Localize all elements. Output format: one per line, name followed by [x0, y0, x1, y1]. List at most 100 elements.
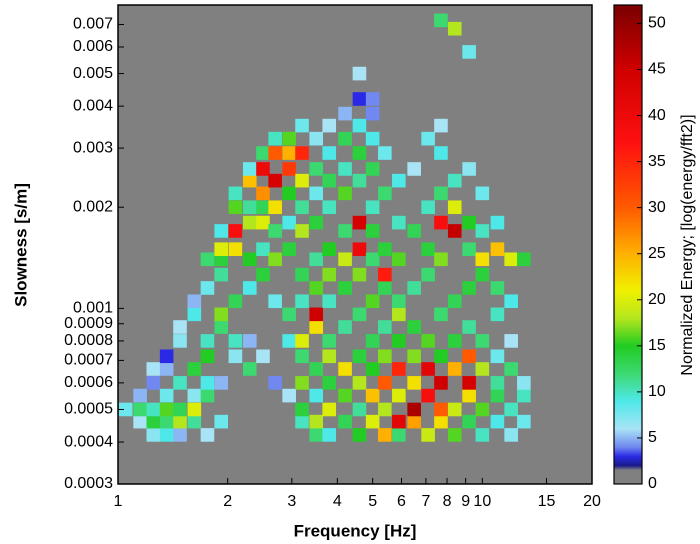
heatmap-cell — [159, 349, 174, 364]
heatmap-cell — [407, 414, 421, 429]
heatmap-cell — [309, 162, 324, 176]
heatmap-cell — [309, 388, 324, 403]
heatmap-cell — [352, 267, 367, 282]
heatmap-cell — [133, 402, 147, 417]
colorbar-tick-label: 0 — [648, 475, 657, 492]
heatmap-cell — [173, 402, 187, 417]
heatmap-cell — [504, 294, 518, 309]
heatmap-cell — [146, 362, 161, 376]
heatmap-cell — [504, 362, 518, 376]
heatmap-cell — [256, 162, 270, 176]
heatmap-cell — [228, 242, 243, 257]
heatmap-cell — [421, 242, 435, 257]
heatmap-cell — [338, 320, 352, 334]
heatmap-cell — [490, 281, 505, 295]
heatmap-cell — [200, 388, 215, 403]
heatmap-cell — [447, 224, 462, 238]
heatmap-cell — [133, 388, 147, 403]
heatmap-cell — [228, 334, 243, 348]
heatmap-cell — [309, 414, 324, 429]
heatmap-cell — [338, 162, 352, 176]
heatmap-cell — [322, 200, 337, 215]
heatmap-cell — [200, 428, 215, 442]
heatmap-cell — [462, 45, 476, 59]
heatmap-cell — [187, 414, 202, 429]
x-tick-label: 9 — [461, 493, 470, 510]
heatmap-cell — [309, 307, 324, 322]
heatmap-cell — [242, 173, 257, 188]
y-tick-label: 0.0008 — [64, 332, 113, 349]
heatmap-cell — [228, 294, 243, 309]
heatmap-cell — [392, 334, 406, 348]
heatmap-cell — [434, 252, 448, 267]
heatmap-cell — [378, 281, 392, 295]
heatmap-cell — [268, 294, 282, 309]
heatmap-cell — [378, 428, 392, 442]
colorbar-tick-label: 45 — [648, 61, 666, 78]
heatmap-cell — [295, 200, 309, 215]
heatmap-cell — [352, 307, 367, 322]
colorbar-tick-label: 20 — [648, 291, 666, 308]
heatmap-cell — [295, 118, 309, 133]
heatmap-cell — [146, 414, 161, 429]
heatmap-cell — [352, 118, 367, 133]
heatmap-cell — [434, 186, 448, 201]
heatmap-cell — [214, 242, 229, 257]
heatmap-cell — [365, 388, 380, 403]
heatmap-cell — [295, 294, 309, 309]
heatmap-cell — [462, 414, 476, 429]
heatmap-cell — [447, 402, 462, 417]
y-tick-label: 0.006 — [73, 38, 113, 55]
heatmap-cell — [200, 252, 215, 267]
heatmap-cell — [256, 267, 270, 282]
heatmap-cell — [214, 267, 229, 282]
heatmap-cell — [146, 402, 161, 417]
heatmap-cell — [309, 186, 324, 201]
heatmap-cell — [392, 173, 406, 188]
heatmap-cell — [268, 224, 282, 238]
heatmap-cell — [159, 402, 174, 417]
heatmap-cell — [517, 414, 531, 429]
heatmap-cell — [475, 267, 490, 282]
heatmap-cell — [462, 281, 476, 295]
heatmap-cell — [268, 146, 282, 160]
heatmap-cell — [447, 21, 462, 36]
heatmap-cell — [447, 428, 462, 442]
heatmap-cell — [392, 294, 406, 309]
heatmap-cell — [475, 186, 490, 201]
heatmap-cell — [309, 215, 324, 230]
heatmap-cell — [200, 334, 215, 348]
heatmap-cell — [421, 362, 435, 376]
heatmap-cell — [365, 131, 380, 146]
heatmap-cell — [392, 362, 406, 376]
heatmap-cell — [322, 428, 337, 442]
heatmap-cell — [407, 224, 421, 238]
heatmap-cell — [462, 162, 476, 176]
colorbar-tick-label: 10 — [648, 383, 666, 400]
heatmap-cell — [309, 131, 324, 146]
y-tick-label: 0.004 — [73, 97, 113, 114]
heatmap-cell — [504, 428, 518, 442]
heatmap-cell — [228, 200, 243, 215]
heatmap-cell — [295, 414, 309, 429]
heatmap-cell — [365, 362, 380, 376]
heatmap-cell — [256, 146, 270, 160]
heatmap-cell — [242, 334, 257, 348]
y-tick-label: 0.005 — [73, 65, 113, 82]
heatmap-cell — [173, 414, 187, 429]
heatmap-cell — [447, 200, 462, 215]
heatmap-cell — [295, 267, 309, 282]
heatmap-cell — [434, 13, 448, 28]
heatmap-cell — [187, 388, 202, 403]
heatmap-cell — [118, 402, 133, 417]
heatmap-cell — [352, 66, 367, 81]
heatmap-cell — [421, 334, 435, 348]
x-tick-label: 20 — [583, 493, 601, 510]
heatmap-cell — [338, 414, 352, 429]
heatmap-cell — [378, 402, 392, 417]
y-tick-label: 0.0007 — [64, 352, 113, 369]
heatmap-cell — [214, 414, 229, 429]
heatmap-cell — [475, 334, 490, 348]
heatmap-cell — [338, 106, 352, 121]
heatmap-cell — [407, 162, 421, 176]
